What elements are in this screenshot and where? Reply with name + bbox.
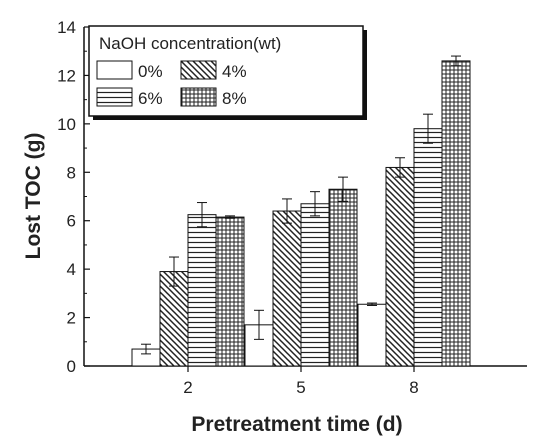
x-tick-label: 5 bbox=[296, 378, 305, 397]
legend-label: 4% bbox=[222, 62, 247, 81]
legend-swatch-4pct bbox=[180, 60, 217, 80]
y-tick-label: 6 bbox=[67, 212, 76, 231]
x-axis-title: Pretreatment time (d) bbox=[191, 413, 402, 436]
bar-4pct-5 bbox=[272, 210, 302, 367]
legend-items: 0% 4% 6% 8% bbox=[96, 60, 247, 108]
bar-6pct-5 bbox=[300, 203, 330, 367]
y-tick-label: 10 bbox=[57, 115, 76, 134]
x-axis-ticks: 2 5 8 bbox=[183, 366, 419, 397]
y-tick-label: 4 bbox=[67, 260, 76, 279]
x-tick-label: 8 bbox=[409, 378, 418, 397]
y-tick-label: 14 bbox=[57, 18, 76, 37]
legend-label: 0% bbox=[138, 62, 163, 81]
bar-4pct-8 bbox=[385, 166, 415, 367]
y-tick-label: 0 bbox=[67, 357, 76, 376]
bar-8pct-5 bbox=[328, 188, 358, 367]
bar-8pct-8 bbox=[441, 60, 471, 367]
bar-0pct-8 bbox=[357, 303, 387, 367]
bar-6pct-2 bbox=[187, 214, 217, 367]
legend-swatch-0pct bbox=[96, 60, 133, 80]
y-axis-ticks: 0 2 4 6 8 10 12 14 bbox=[57, 18, 90, 376]
error-bars-group bbox=[141, 55, 461, 355]
bar-8pct-2 bbox=[215, 216, 245, 367]
y-axis-title: Lost TOC (g) bbox=[22, 133, 45, 260]
y-tick-label: 2 bbox=[67, 309, 76, 328]
y-tick-label: 8 bbox=[67, 163, 76, 182]
legend-label: 6% bbox=[138, 89, 163, 108]
legend-box bbox=[88, 25, 364, 117]
x-tick-label: 2 bbox=[183, 378, 192, 397]
legend-label: 8% bbox=[222, 89, 247, 108]
legend-swatch-6pct bbox=[96, 87, 133, 107]
legend-title: NaOH concentration(wt) bbox=[99, 34, 281, 53]
y-tick-label: 12 bbox=[57, 66, 76, 85]
legend-swatch-8pct bbox=[180, 87, 217, 107]
bar-6pct-8 bbox=[413, 128, 443, 367]
legend: NaOH concentration(wt) 0% 4% 6% 8% bbox=[88, 25, 367, 120]
bars-group bbox=[131, 60, 471, 367]
